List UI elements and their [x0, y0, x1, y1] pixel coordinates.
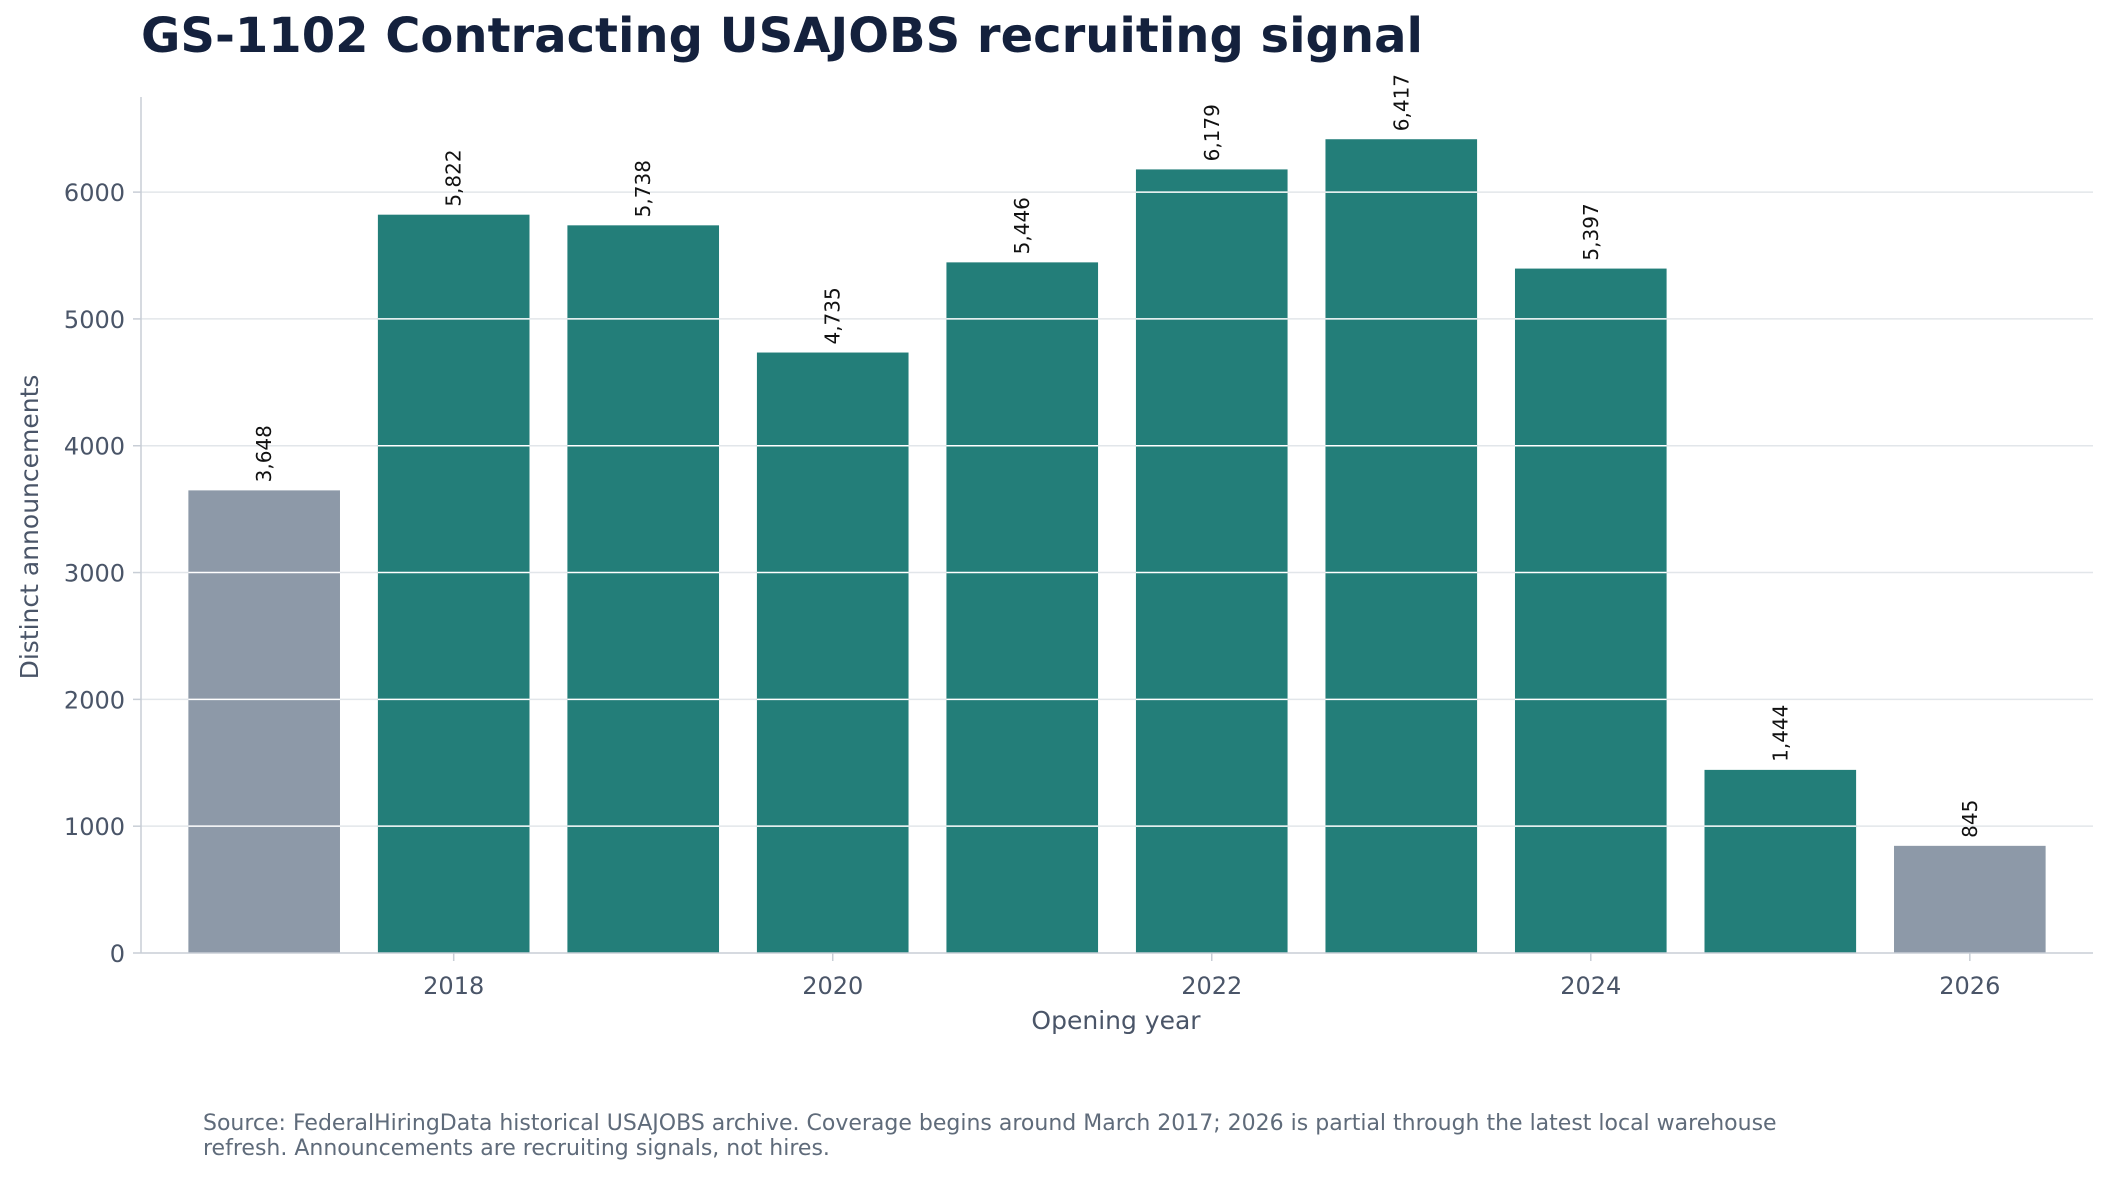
x-tick-label-2024: 2024: [1560, 972, 1621, 1000]
data-label-2019: 5,738: [631, 160, 655, 217]
bars: [188, 139, 2046, 953]
data-label-2020: 4,735: [821, 287, 845, 344]
data-label-2024: 5,397: [1579, 203, 1603, 260]
data-labels: 3,648 5,822 5,738 4,735 5,446 6,179 6,417 5,397…: [252, 74, 1982, 838]
y-tick-label-6000: 6000: [64, 179, 125, 207]
bar-2024: [1514, 268, 1667, 953]
data-label-2021: 5,446: [1010, 197, 1034, 254]
data-label-2023: 6,417: [1389, 74, 1413, 131]
bar-2026: [1894, 845, 2046, 953]
y-tick-label-1000: 1000: [64, 813, 125, 841]
footnote-line-2: refresh. Announcements are recruiting si…: [203, 1136, 830, 1161]
tick-labels: 0 1000 2000 3000 4000 5000 6000 2018 2020 2022 202…: [64, 179, 2000, 1000]
bar-2020: [756, 352, 909, 953]
y-tick-label-4000: 4000: [64, 433, 125, 461]
bar-2017: [188, 490, 340, 953]
bar-2018: [377, 214, 530, 953]
y-tick-label-2000: 2000: [64, 686, 125, 714]
data-label-2026: 845: [1958, 800, 1982, 838]
footnote-line-1: Source: FederalHiringData historical USA…: [203, 1111, 1777, 1136]
x-tick-label-2018: 2018: [423, 972, 484, 1000]
x-tick-label-2022: 2022: [1181, 972, 1242, 1000]
data-label-2025: 1,444: [1768, 705, 1792, 762]
x-tick-label-2026: 2026: [1939, 972, 2000, 1000]
data-label-2018: 5,822: [442, 149, 466, 206]
y-tick-label-0: 0: [110, 940, 125, 968]
chart-title: GS-1102 Contracting USAJOBS recruiting s…: [141, 8, 1423, 64]
x-axis-label: Opening year: [1031, 1006, 1201, 1035]
axes: [133, 97, 2093, 961]
bar-2019: [567, 225, 720, 953]
bar-2022: [1135, 169, 1288, 953]
y-tick-label-5000: 5000: [64, 306, 125, 334]
bar-2021: [946, 262, 1099, 953]
data-label-2017: 3,648: [252, 425, 276, 482]
bar-2025: [1704, 769, 1857, 953]
y-axis-label: Distinct announcements: [15, 375, 44, 680]
bar-2023: [1325, 139, 1478, 953]
x-tick-label-2020: 2020: [802, 972, 863, 1000]
source-footnote: Source: FederalHiringData historical USA…: [203, 1111, 1983, 1161]
data-label-2022: 6,179: [1200, 104, 1224, 161]
y-tick-label-3000: 3000: [64, 560, 125, 588]
